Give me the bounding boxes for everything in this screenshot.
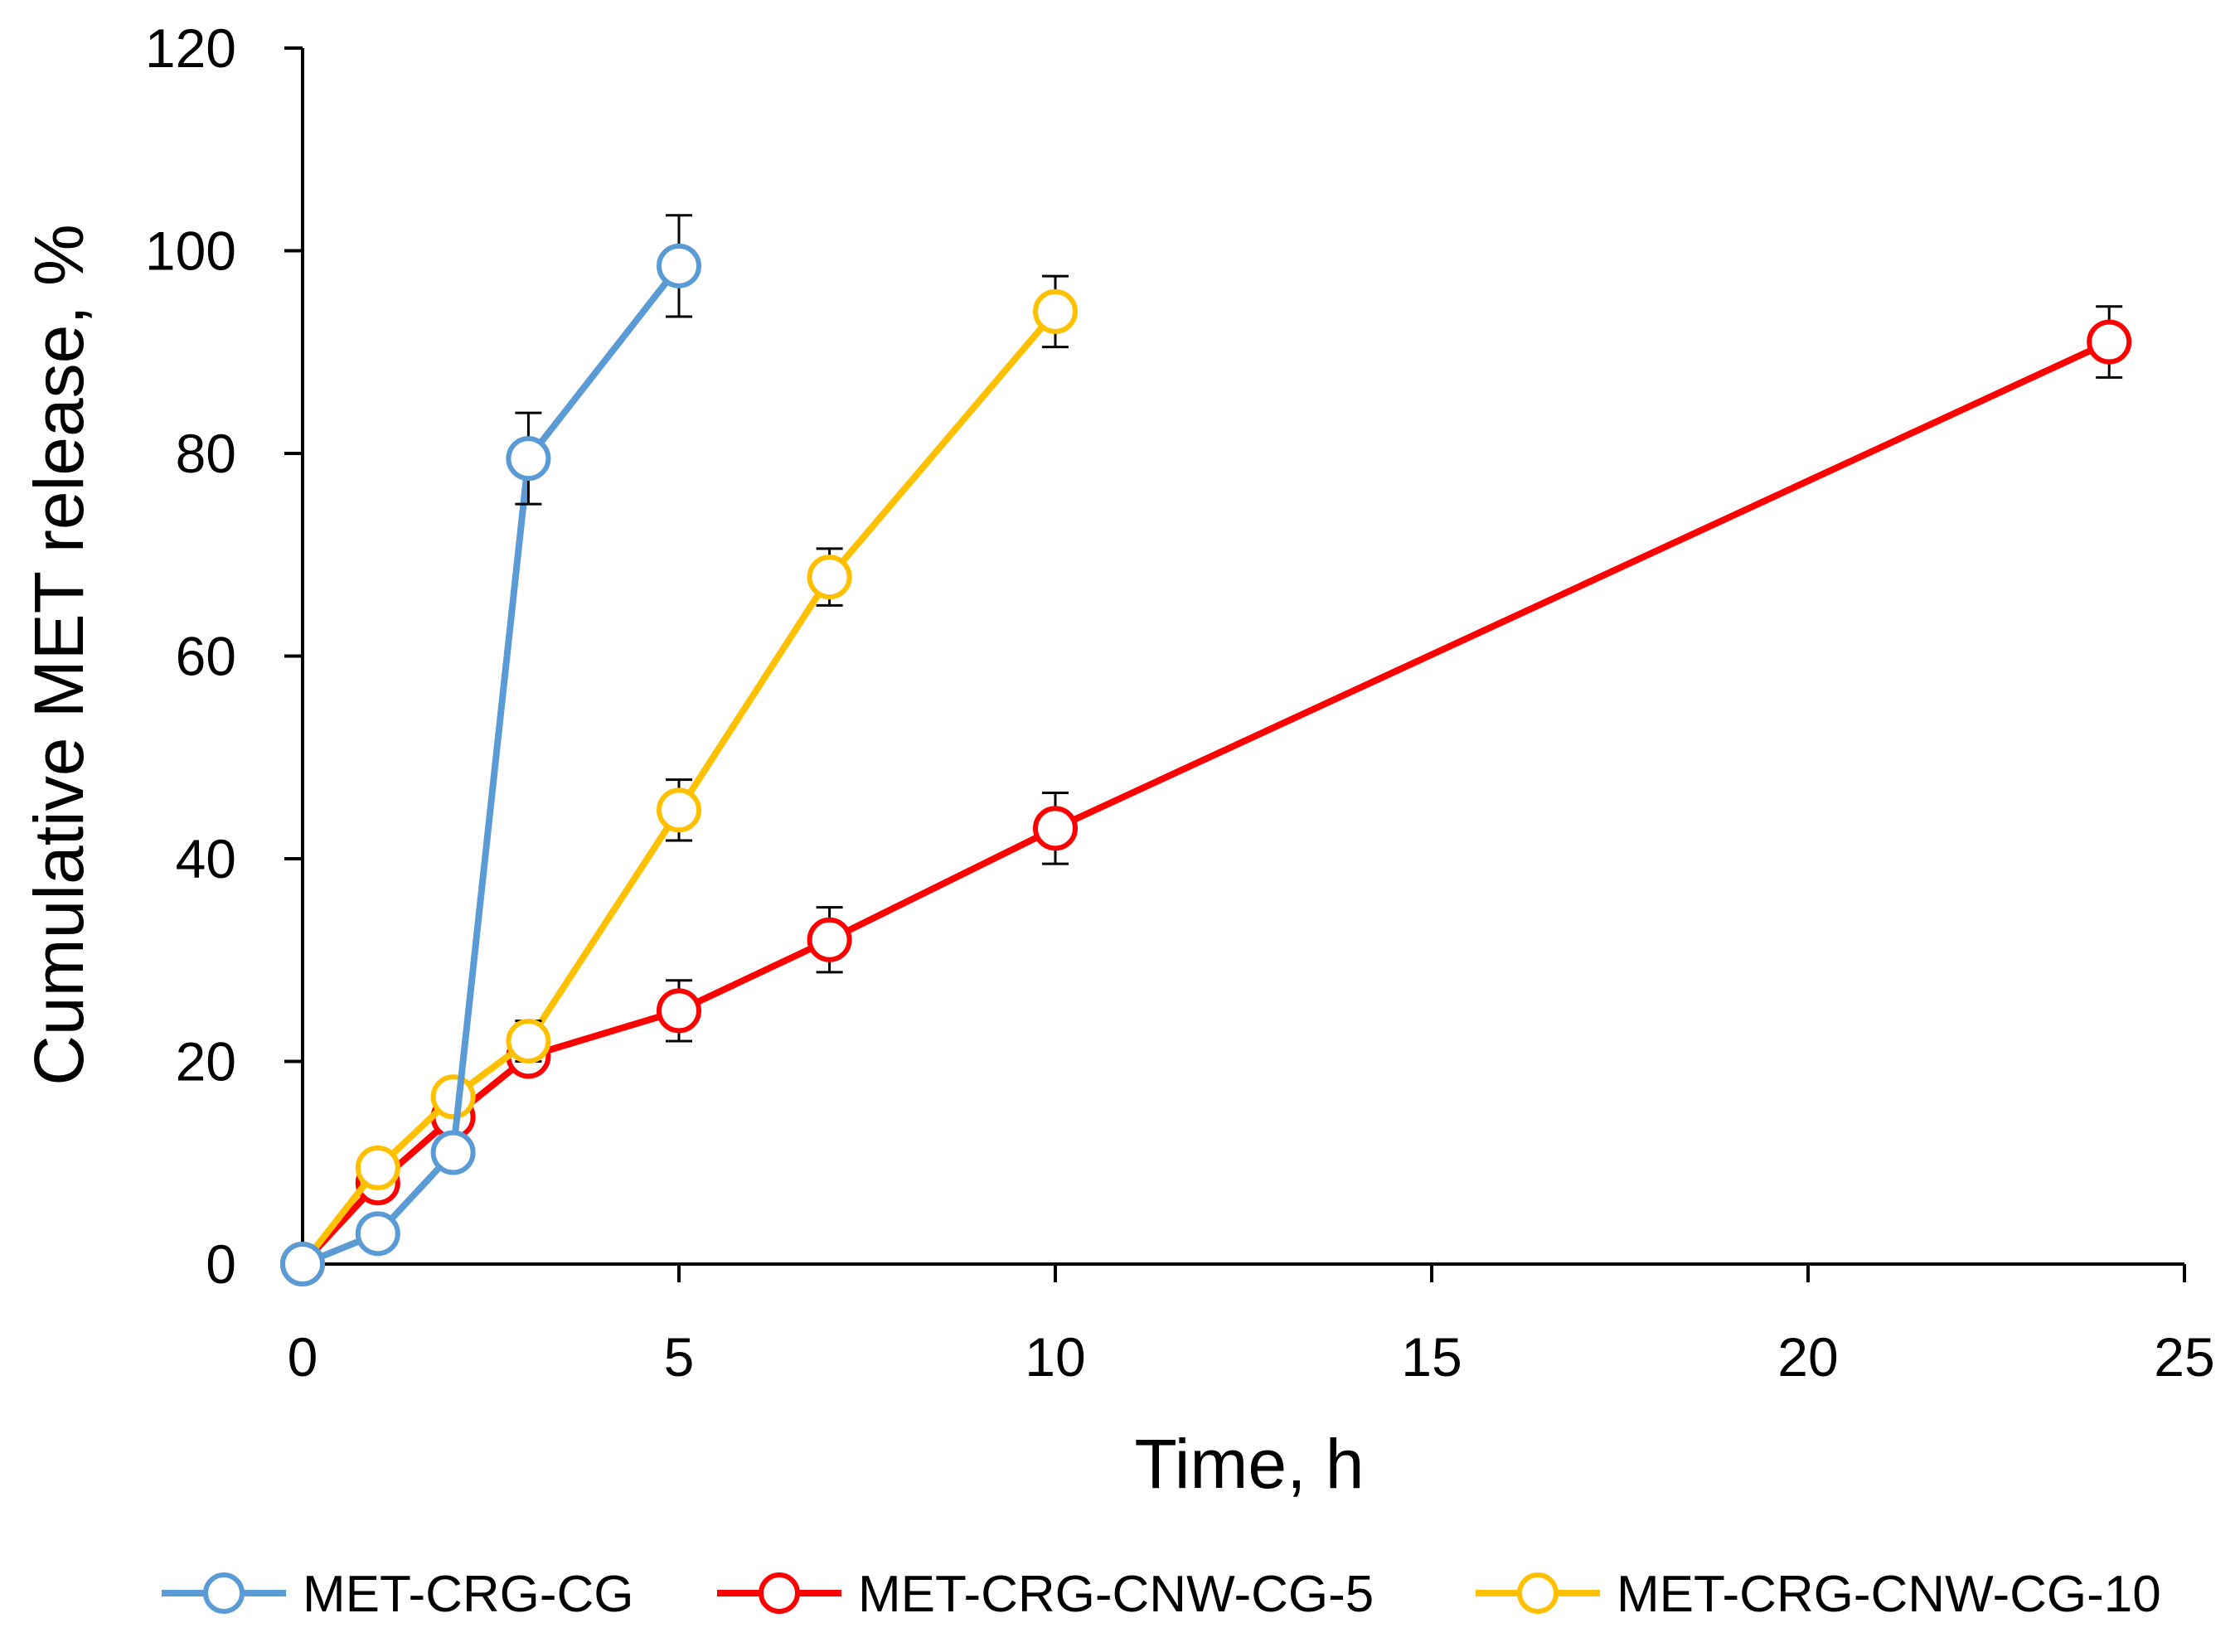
- y-tick-label: 120: [145, 17, 236, 79]
- x-tick-label: 20: [1777, 1326, 1838, 1388]
- x-axis-title: Time, h: [1135, 1425, 1365, 1503]
- legend-label: MET-CRG-CNW-CG-10: [1617, 1566, 2161, 1623]
- series-MET-CRG-CNW-CG-5: [280, 305, 2132, 1286]
- y-tick-label: 100: [145, 220, 236, 282]
- data-point: [430, 1074, 476, 1120]
- data-point: [506, 1019, 551, 1064]
- series-line: [299, 338, 2113, 1267]
- y-tick-label: 80: [176, 423, 236, 484]
- data-point: [1033, 288, 1078, 334]
- axes: 0 20 40 60 80 100 120 0 5 10 15 20 25: [145, 17, 2215, 1388]
- series-layer: [280, 214, 2132, 1286]
- legend-marker: [1517, 1572, 1559, 1614]
- series-line: [299, 262, 682, 1267]
- data-point: [657, 243, 701, 288]
- legend-item: MET-CRG-CNW-CG-10: [1476, 1566, 2161, 1623]
- data-point: [355, 1211, 400, 1257]
- x-tick-label: 25: [2154, 1326, 2214, 1388]
- data-point: [1033, 806, 1078, 851]
- data-point: [2087, 319, 2132, 365]
- x-tick-label: 15: [1401, 1326, 1462, 1388]
- data-point: [657, 988, 701, 1034]
- series-MET-CRG-CG: [280, 214, 701, 1286]
- x-tick-label: 0: [288, 1326, 318, 1388]
- data-point: [430, 1130, 476, 1175]
- legend-marker: [759, 1572, 800, 1614]
- legend-label: MET-CRG-CG: [303, 1566, 634, 1623]
- data-point: [807, 917, 852, 962]
- x-tick-label: 10: [1025, 1326, 1085, 1388]
- y-tick-label: 60: [176, 626, 236, 687]
- y-axis-title: Cumulative MET release, %: [20, 224, 98, 1086]
- x-tick-label: 5: [664, 1326, 695, 1388]
- data-point: [355, 1145, 400, 1190]
- series-MET-CRG-CNW-CG-10: [280, 274, 1078, 1286]
- data-point: [280, 1242, 325, 1286]
- y-tick-label: 0: [206, 1233, 236, 1295]
- legend-item: MET-CRG-CNW-CG-5: [717, 1566, 1374, 1623]
- legend-item: MET-CRG-CG: [162, 1566, 634, 1623]
- data-point: [657, 787, 701, 833]
- legend-label: MET-CRG-CNW-CG-5: [858, 1566, 1374, 1623]
- legend-marker: [203, 1572, 245, 1614]
- data-point: [506, 436, 551, 482]
- y-tick-label: 20: [176, 1031, 236, 1092]
- data-point: [807, 555, 852, 600]
- y-tick-label: 40: [176, 828, 236, 889]
- legend: MET-CRG-CG MET-CRG-CNW-CG-5 MET-CRG-CNW-CG…: [162, 1566, 2161, 1623]
